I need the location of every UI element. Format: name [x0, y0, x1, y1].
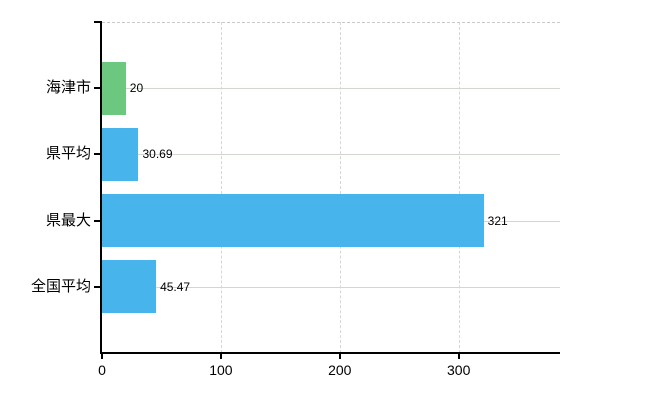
category-label: 県平均	[45, 145, 91, 163]
x-tick-label: 300	[447, 362, 471, 378]
value-label: 45.47	[160, 279, 191, 294]
v-gridline	[339, 22, 341, 353]
category-label: 海津市	[45, 79, 91, 97]
y-axis-tick	[94, 285, 100, 288]
x-axis-tick	[457, 354, 460, 359]
bar-2	[102, 194, 484, 248]
x-tick-label: 0	[98, 362, 106, 378]
y-axis-tick	[94, 153, 100, 156]
v-gridline	[220, 22, 222, 353]
x-tick-label: 200	[328, 362, 352, 378]
y-axis-top-tick	[94, 21, 102, 23]
value-label: 30.69	[142, 147, 173, 162]
v-gridline	[458, 22, 460, 353]
y-axis-tick	[94, 219, 100, 222]
h-gridline	[102, 286, 560, 288]
x-tick-label: 100	[209, 362, 233, 378]
bar-0	[102, 61, 126, 115]
x-axis-tick	[101, 354, 103, 359]
bar-1	[102, 127, 139, 181]
h-gridline	[102, 154, 560, 156]
x-axis-tick	[338, 354, 341, 359]
bar-3	[102, 260, 157, 314]
h-gridline	[102, 88, 560, 90]
x-axis-tick	[219, 354, 222, 359]
value-label: 20	[129, 81, 144, 96]
x-axis-line	[100, 352, 560, 354]
category-label: 県最大	[45, 211, 91, 229]
y-axis-line	[100, 22, 102, 353]
y-axis-tick	[94, 87, 100, 90]
plot-top-border	[102, 22, 560, 23]
category-label: 全国平均	[30, 277, 91, 295]
value-label: 321	[487, 213, 508, 228]
